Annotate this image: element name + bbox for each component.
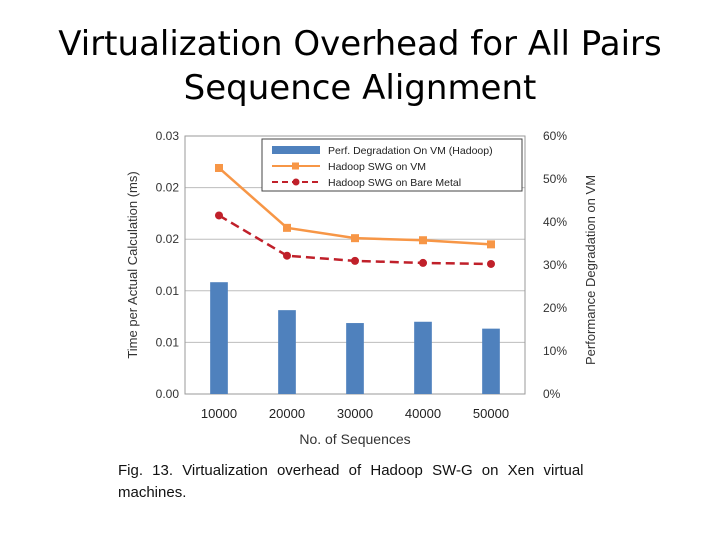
bar	[210, 282, 228, 394]
figure-caption: Fig. 13. Virtualization overhead of Hado…	[118, 460, 618, 504]
point	[419, 258, 427, 267]
bar	[414, 321, 432, 394]
legend-label: Hadoop SWG on VM	[328, 161, 426, 173]
left-tick-label: 0.03	[156, 129, 180, 143]
caption-line2: machines.	[118, 484, 187, 501]
right-tick-label: 20%	[543, 301, 567, 315]
slide-title: Virtualization Overhead for All Pairs Se…	[0, 22, 720, 110]
left-tick-label: 0.02	[156, 181, 180, 195]
legend-marker	[292, 178, 300, 186]
left-tick-label: 0.01	[156, 284, 180, 298]
legend-marker	[292, 162, 299, 170]
right-tick-label: 0%	[543, 387, 561, 401]
point	[487, 240, 495, 249]
slide-title-line1: Virtualization Overhead for All Pairs	[58, 24, 662, 64]
point	[215, 211, 223, 220]
slide-title-line2: Sequence Alignment	[183, 68, 537, 108]
x-tick-label: 40000	[405, 406, 441, 421]
chart-axes: 0.00 0.01 0.01 0.02 0.02 0.03 0% 10% 20% 30% 40% 50…	[125, 129, 598, 447]
x-tick-label: 50000	[473, 406, 509, 421]
x-axis-title: No. of Sequences	[299, 431, 410, 447]
x-tick-label: 10000	[201, 406, 237, 421]
right-axis-title: Performance Degradation on VM	[583, 175, 598, 365]
caption-line1: Fig. 13. Virtualization overhead of Hado…	[118, 462, 584, 479]
bar	[482, 328, 500, 394]
left-tick-label: 0.00	[156, 387, 180, 401]
right-tick-label: 30%	[543, 258, 567, 272]
point	[419, 236, 427, 245]
line-series	[215, 163, 495, 268]
bar-series	[210, 282, 500, 394]
x-tick-label: 20000	[269, 406, 305, 421]
legend-label: Perf. Degradation On VM (Hadoop)	[328, 145, 493, 157]
left-tick-label: 0.01	[156, 335, 180, 349]
right-tick-label: 60%	[543, 129, 567, 143]
bar	[278, 310, 296, 394]
right-tick-label: 50%	[543, 172, 567, 186]
point	[487, 259, 495, 268]
point	[351, 234, 359, 243]
right-tick-label: 40%	[543, 215, 567, 229]
chart-legend: Perf. Degradation On VM (Hadoop) Hadoop S…	[261, 138, 523, 192]
bar	[346, 323, 364, 394]
left-tick-label: 0.02	[156, 232, 180, 246]
right-tick-label: 10%	[543, 344, 567, 358]
point	[215, 163, 223, 172]
legend-label: Hadoop SWG on Bare Metal	[328, 177, 461, 189]
x-tick-label: 30000	[337, 406, 373, 421]
point	[283, 251, 291, 260]
point	[351, 256, 359, 265]
left-axis-title: Time per Actual Calculation (ms)	[125, 171, 140, 358]
combo-chart: 0.00 0.01 0.01 0.02 0.02 0.03 0% 10% 20% 30% 40% 50…	[125, 129, 598, 447]
point	[283, 223, 291, 232]
legend-swatch	[272, 146, 320, 154]
